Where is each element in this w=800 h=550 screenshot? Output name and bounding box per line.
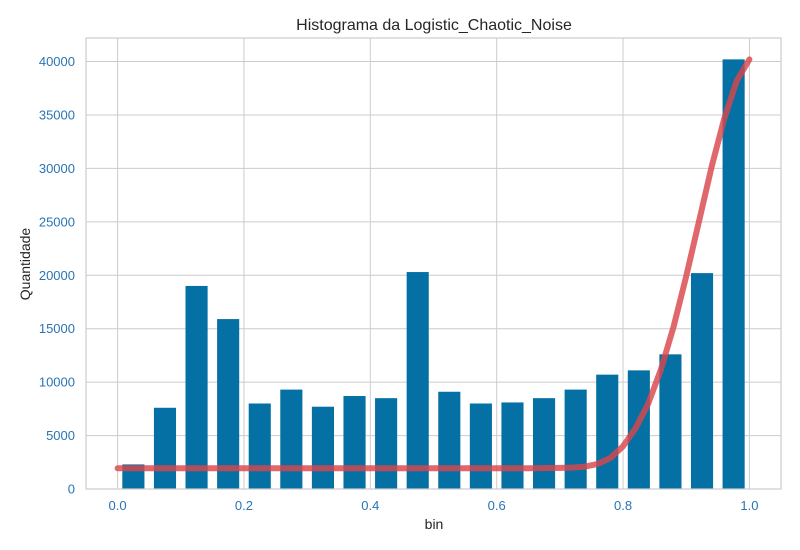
y-tick-label: 40000 xyxy=(39,54,75,69)
histogram-bar xyxy=(185,285,208,489)
y-tick-labels: 0 5000 10000 15000 20000 25000 30000 35000 40000 xyxy=(39,54,75,496)
y-tick-label: 35000 xyxy=(39,107,75,122)
histogram-bar xyxy=(217,319,240,489)
histogram-bar xyxy=(375,398,398,489)
fit-curve-layer xyxy=(114,56,753,472)
y-tick-label: 10000 xyxy=(39,375,75,390)
histogram-bar xyxy=(533,398,556,489)
histogram-bar xyxy=(596,374,619,489)
x-tick-label: 1.0 xyxy=(740,498,758,513)
histogram-bar xyxy=(438,391,461,489)
histogram-bar xyxy=(627,370,650,489)
x-axis-title: bin xyxy=(425,516,444,532)
x-tick-label: 0.0 xyxy=(109,498,127,513)
chart-title: Histograma da Logistic_Chaotic_Noise xyxy=(296,17,572,34)
histogram-bar xyxy=(248,403,271,489)
y-tick-label: 25000 xyxy=(39,214,75,229)
x-tick-labels: 0.0 0.2 0.4 0.6 0.8 1.0 xyxy=(109,498,759,513)
y-tick-label: 5000 xyxy=(46,428,75,443)
histogram-bar xyxy=(153,407,177,489)
x-tick-label: 0.8 xyxy=(614,498,632,513)
histogram-bar xyxy=(690,273,714,489)
histogram-bar xyxy=(659,354,682,489)
x-tick-label: 0.4 xyxy=(361,498,379,513)
y-tick-label: 30000 xyxy=(39,161,75,176)
histogram-bar xyxy=(501,402,524,489)
y-tick-label: 15000 xyxy=(39,321,75,336)
x-tick-label: 0.2 xyxy=(235,498,253,513)
fit-curve-line xyxy=(114,56,753,472)
histogram-bar xyxy=(564,389,587,489)
x-tick-label: 0.6 xyxy=(488,498,506,513)
histogram-bar xyxy=(343,396,366,489)
y-tick-label: 0 xyxy=(68,482,75,497)
histogram-bar xyxy=(280,389,303,489)
y-axis-title: Quantidade xyxy=(17,228,33,301)
histogram-bar xyxy=(406,272,429,489)
histogram-bar xyxy=(722,59,745,489)
y-tick-label: 20000 xyxy=(39,268,75,283)
histogram-bar xyxy=(469,403,492,489)
histogram-bar xyxy=(311,406,334,489)
plot-frame xyxy=(85,37,782,490)
